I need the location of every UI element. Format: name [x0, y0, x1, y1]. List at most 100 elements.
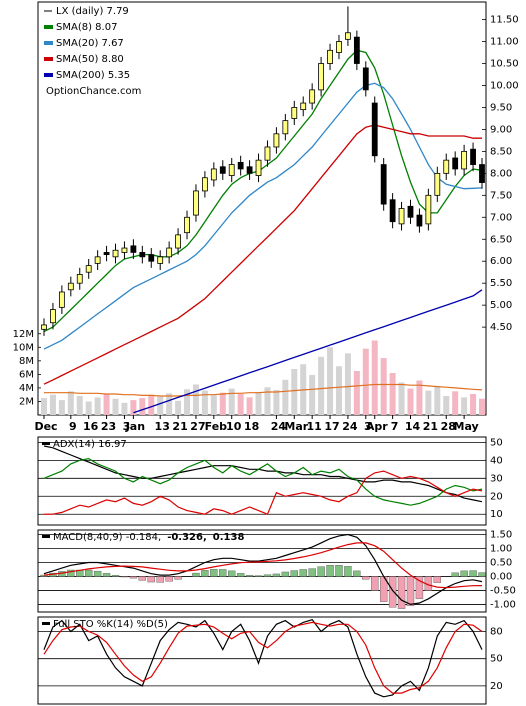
- candle-body: [219, 166, 226, 174]
- histogram-bar: [245, 575, 254, 577]
- histogram-bar: [317, 566, 325, 577]
- x-tick-label: May: [454, 420, 479, 433]
- y-tick-label: 7.00: [490, 212, 512, 223]
- y-tick-label: 9.50: [490, 102, 512, 113]
- histogram-bar: [290, 570, 298, 577]
- volume-bar: [184, 389, 191, 415]
- candle-body: [201, 177, 208, 192]
- y-tick-label: 10.50: [490, 59, 519, 70]
- x-tick-label: 23: [101, 420, 116, 433]
- sma-line: [133, 289, 483, 414]
- candle-body: [398, 208, 405, 225]
- x-tick-label: 24: [271, 420, 287, 433]
- candle-body: [193, 190, 199, 216]
- candle-body: [76, 274, 83, 284]
- histogram-bar: [138, 576, 147, 581]
- candle-body: [112, 249, 119, 258]
- x-tick-label: 10: [226, 420, 242, 433]
- histogram-bar: [263, 574, 272, 577]
- histogram-bar: [156, 576, 164, 583]
- legend-swatch: [44, 57, 53, 61]
- histogram-bar: [415, 576, 424, 600]
- histogram-bar: [451, 572, 459, 577]
- volume-bar: [192, 384, 199, 415]
- candle-body: [470, 148, 476, 165]
- volume-bar: [103, 394, 110, 415]
- histogram-bar: [228, 570, 236, 577]
- candle-body: [327, 49, 333, 64]
- candle-body: [157, 256, 164, 264]
- y-tick-label: -1.00: [490, 599, 516, 610]
- legend-swatch: [44, 41, 53, 45]
- volume-tick-label: 6M: [19, 369, 34, 380]
- volume-bar: [398, 382, 405, 415]
- volume-bar: [335, 366, 342, 415]
- volume-bar: [344, 353, 351, 415]
- chart-title: LX (daily) 7.79: [56, 6, 129, 17]
- candle-body: [41, 324, 47, 330]
- histogram-bar: [93, 570, 102, 577]
- volume-bar: [148, 394, 155, 415]
- volume-bar: [443, 396, 450, 415]
- candle-body: [443, 159, 450, 174]
- volume-tick-label: 2M: [19, 396, 34, 407]
- indicator-line: [43, 619, 483, 698]
- x-tick-label: 28: [441, 420, 456, 433]
- candle-body: [85, 265, 92, 273]
- histogram-bar: [397, 576, 406, 609]
- histogram-bar: [174, 576, 182, 580]
- x-tick-label: Apr: [366, 420, 388, 433]
- panel-frame: [37, 529, 487, 613]
- panel-frame: [37, 616, 487, 705]
- volume-bar: [210, 395, 217, 415]
- sma-line: [43, 124, 482, 385]
- y-tick-label: 10: [490, 509, 503, 520]
- header-swatch: [42, 442, 50, 445]
- y-tick-label: 8.50: [490, 146, 512, 157]
- histogram-bar: [147, 576, 155, 583]
- volume-bar: [246, 397, 253, 415]
- volume-bar: [219, 392, 226, 415]
- candle-body: [407, 205, 414, 218]
- histogram-bar: [67, 569, 75, 577]
- volume-bar: [452, 391, 459, 415]
- candle-body: [103, 252, 110, 256]
- candle-body: [237, 161, 244, 170]
- y-tick-label: 0.50: [490, 557, 512, 568]
- candle-body: [139, 252, 146, 258]
- volume-bar: [255, 391, 262, 415]
- indicator-line: [44, 470, 483, 515]
- legend-label: SMA(20) 7.67: [56, 38, 124, 49]
- x-tick-label: 11: [307, 420, 322, 433]
- indicator-line: [43, 457, 483, 506]
- y-tick-label: 1.50: [490, 529, 512, 540]
- x-tick-label: Jan: [125, 420, 145, 433]
- panel-value: 0.138: [213, 532, 245, 543]
- candle-body: [345, 32, 351, 40]
- volume-bar: [121, 402, 128, 415]
- candle-body: [416, 214, 423, 227]
- y-tick-label: 4.50: [490, 322, 512, 333]
- legend-swatch: [44, 25, 53, 29]
- volume-tick-label: 10M: [13, 342, 34, 353]
- y-tick-label: 20: [490, 491, 503, 502]
- histogram-bar: [281, 571, 290, 577]
- panel-title: Full STO %K(14) %D(5): [53, 619, 168, 630]
- volume-bar: [49, 394, 56, 415]
- histogram-bar: [219, 569, 227, 577]
- histogram-bar: [353, 570, 361, 577]
- x-tick-label: 13: [155, 420, 170, 433]
- panel-frame: [37, 1, 487, 416]
- x-tick-label: Feb: [205, 420, 228, 433]
- candle-body: [434, 172, 441, 196]
- candle-body: [318, 63, 325, 91]
- candle-body: [50, 309, 56, 324]
- volume-tick-label: 12M: [13, 329, 34, 340]
- candle-body: [389, 199, 396, 223]
- candle-body: [228, 164, 235, 176]
- histogram-bar: [469, 570, 477, 577]
- volume-bar: [228, 388, 235, 415]
- candle-body: [425, 194, 432, 225]
- candle-body: [166, 247, 173, 258]
